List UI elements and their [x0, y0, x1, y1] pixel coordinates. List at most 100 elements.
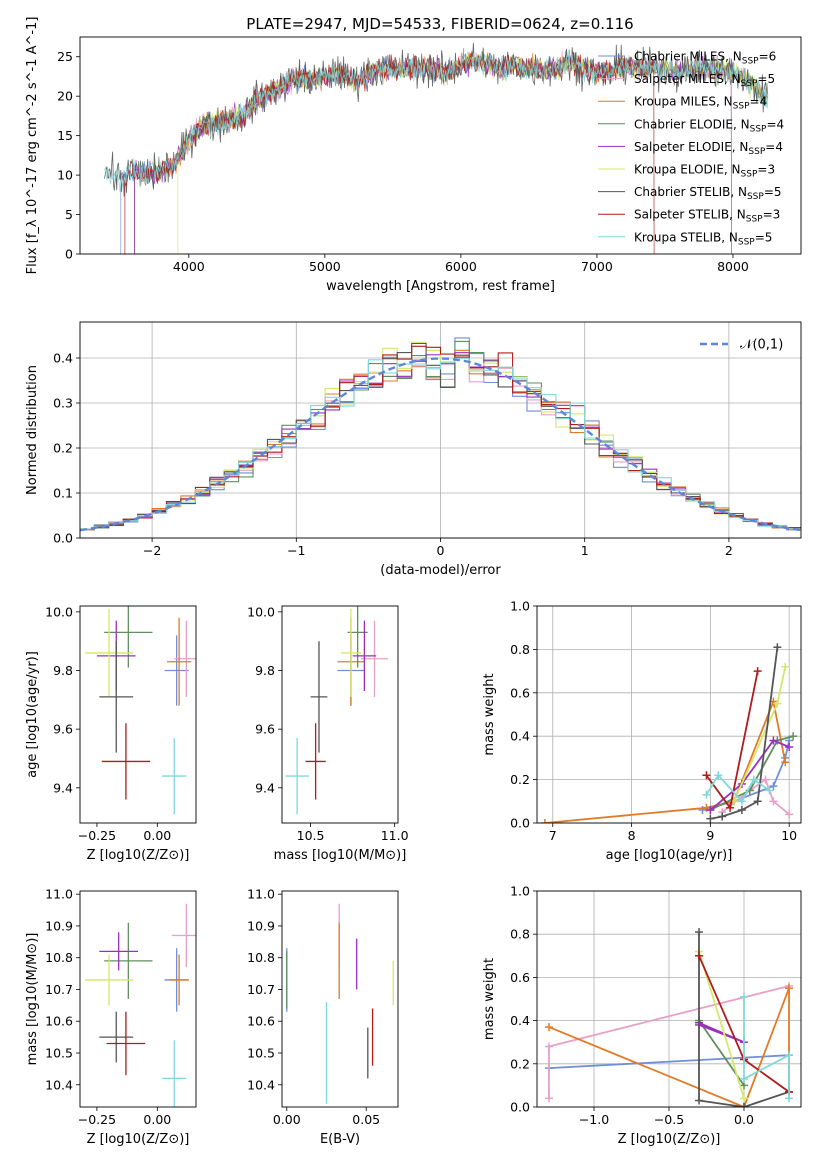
figure-title: PLATE=2947, MJD=54533, FIBERID=0624, z=0… — [246, 15, 633, 33]
z_weight-series-line — [698, 951, 745, 1099]
z_mass-xtick-label: 0.00 — [143, 1112, 171, 1127]
ebv_mass-ytick-label: 11.0 — [247, 887, 275, 902]
mass_age-ytick-label: 9.4 — [255, 780, 275, 795]
spectrum-legend-eq: =4 — [766, 117, 784, 131]
ebv_mass-ytick-label: 10.5 — [247, 1046, 275, 1061]
age_weight-xtick-label: 9 — [706, 828, 714, 843]
residuals-xtick-label: −1 — [287, 543, 305, 558]
z_weight-series-line — [548, 1054, 790, 1069]
age_weight-xtick-label: 7 — [549, 828, 557, 843]
z_weight-series-line — [698, 932, 790, 1107]
age_weight-ytick-label: 1.0 — [510, 599, 530, 614]
z_weight-xlabel: Z [log10(Z/Z⊙)] — [618, 1132, 721, 1147]
residuals-ylabel: Normed distribution — [25, 365, 40, 495]
spectrum-legend-sub: SSP — [733, 102, 750, 112]
age_weight-plot-area — [540, 643, 798, 823]
spectrum-legend-label: Salpeter ELODIE, NSSP=4 — [634, 140, 783, 157]
z_weight-grid — [537, 890, 801, 1108]
age_weight-series-line — [544, 698, 787, 823]
age_weight-xtick-label: 8 — [628, 828, 636, 843]
spectrum-legend-eq: =6 — [759, 50, 777, 64]
z_age-ytick-label: 10.0 — [45, 604, 73, 619]
normal-curve — [80, 357, 801, 532]
ebv_mass-xtick-label: 0.05 — [352, 1112, 380, 1127]
z_mass-ytick-label: 10.6 — [45, 1014, 73, 1029]
z_weight-xtick-label: −0.5 — [654, 1112, 684, 1127]
mass_age-ytick-label: 10.0 — [247, 604, 275, 619]
ebv-mass-panel: 0.00 0.05 10.4 10.5 10.6 10.7 10.8 10.9 11.0 E(B-… — [247, 887, 399, 1147]
z_weight-ytick-label: 0.0 — [510, 1100, 530, 1115]
age-weight-panel: 7 8 9 10 0.0 0.2 0.4 0.6 0.8 1.0 age [log10(age/yr… — [482, 599, 802, 863]
z_mass-ytick-label: 10.4 — [45, 1077, 73, 1092]
spectrum-legend: Chabrier MILES, NSSP=6 Salpeter MILES, NS… — [598, 50, 784, 247]
spectrum-panel: 4000 5000 6000 7000 8000 0 5 10 15 20 25 wavelength… — [25, 17, 802, 294]
ebv_mass-plot-area — [286, 903, 394, 1104]
mass_age-xtick-label: 10.5 — [297, 828, 325, 843]
z_age-ytick-label: 9.4 — [53, 780, 73, 795]
residual-histogram — [80, 357, 801, 530]
residuals-panel: −2 −1 0 1 2 0.0 0.1 0.2 0.3 0.4 (data-model)/error… — [25, 321, 802, 578]
residuals-xtick-label: 1 — [581, 543, 589, 558]
z_age-ytick-label: 9.6 — [53, 722, 73, 737]
z_weight-ytick-label: 0.4 — [510, 1013, 530, 1028]
z-age-panel: −0.25 0.00 9.4 9.6 9.8 10.0 Z [log10(Z/Z⊙)] age… — [25, 604, 197, 863]
z_weight-plot-area — [545, 928, 793, 1107]
age_weight-series-line — [710, 735, 794, 811]
z_mass-xtick-label: −0.25 — [78, 1112, 116, 1127]
z_mass-xlabel: Z [log10(Z/Z⊙)] — [87, 1132, 190, 1147]
z_weight-ytick-label: 0.8 — [510, 927, 530, 942]
spectrum-legend-eq: =4 — [765, 140, 783, 154]
ebv_mass-ytick-label: 10.6 — [247, 1014, 275, 1029]
z_age-plot-area — [84, 606, 196, 815]
z-weight-panel: −1.0 −0.5 0.0 0.0 0.2 0.4 0.6 0.8 1.0 Z [log10(Z/… — [482, 884, 802, 1147]
spectrum-xtick-label: 4000 — [173, 259, 205, 274]
spectrum-legend-sub: SSP — [742, 57, 759, 67]
spectrum-legend-sub: SSP — [750, 124, 767, 134]
spectrum-series-line — [124, 51, 655, 254]
normal-legend-label: 𝒩(0,1) — [740, 338, 783, 353]
age_weight-frame — [536, 605, 802, 824]
spectrum-legend-label: Salpeter STELIB, NSSP=3 — [634, 208, 780, 225]
z_weight-ytick-label: 1.0 — [510, 884, 530, 899]
spectrum-xtick-label: 6000 — [445, 259, 477, 274]
mass_age-frame — [281, 605, 399, 824]
ebv_mass-ytick-label: 10.7 — [247, 982, 275, 997]
spectrum-ytick-label: 20 — [57, 89, 73, 104]
ebv_mass-ytick-label: 10.4 — [247, 1077, 275, 1092]
z_age-frame — [79, 605, 197, 824]
spectrum-legend-eq: =3 — [763, 208, 781, 222]
spectrum-legend-sub: SSP — [748, 147, 765, 157]
z_mass-ytick-label: 10.9 — [45, 918, 73, 933]
residuals-ytick-label: 0.0 — [53, 531, 73, 546]
residuals-ytick-label: 0.4 — [53, 351, 73, 366]
age_weight-ytick-label: 0.6 — [510, 685, 530, 700]
spectrum-legend-eq: =5 — [757, 72, 775, 86]
residuals-ytick-label: 0.1 — [53, 486, 73, 501]
age_weight-ytick-label: 0.2 — [510, 772, 530, 787]
z_weight-frame — [536, 890, 802, 1108]
spectrum-legend-label: Chabrier ELODIE, NSSP=4 — [634, 117, 784, 134]
z_age-ylabel: age [log10(age/yr)] — [25, 651, 40, 778]
spectrum-legend-eq: =4 — [750, 95, 768, 109]
age_weight-ytick-label: 0.0 — [510, 816, 530, 831]
z_age-ytick-label: 9.8 — [53, 663, 73, 678]
residuals-xlabel: (data-model)/error — [380, 563, 501, 578]
age_weight-ylabel: mass weight — [482, 673, 497, 755]
z-mass-panel: −0.25 0.00 10.4 10.5 10.6 10.7 10.8 10.9 11.0 Z [… — [25, 887, 197, 1147]
mass_age-xlabel: mass [log10(M/M⊙)] — [274, 848, 407, 863]
residuals-ytick-label: 0.3 — [53, 396, 73, 411]
mass_age-xtick-label: 11.0 — [381, 828, 409, 843]
z_weight-series-line — [548, 987, 790, 1107]
mass_age-ytick-label: 9.6 — [255, 722, 275, 737]
spectrum-legend-sub: SSP — [741, 79, 758, 89]
spectrum-xlabel: wavelength [Angstrom, rest frame] — [326, 279, 555, 294]
z_age-xtick-label: −0.25 — [78, 828, 116, 843]
z_age-xlabel: Z [log10(Z/Z⊙)] — [87, 848, 190, 863]
spectrum-legend-label: Chabrier MILES, NSSP=6 — [634, 50, 776, 67]
spectrum-series-line — [104, 49, 769, 192]
spectrum-ytick-label: 25 — [57, 49, 73, 64]
spectrum-frame — [79, 36, 802, 255]
spectrum-plot-area — [104, 42, 769, 254]
ebv_mass-frame — [281, 890, 399, 1108]
